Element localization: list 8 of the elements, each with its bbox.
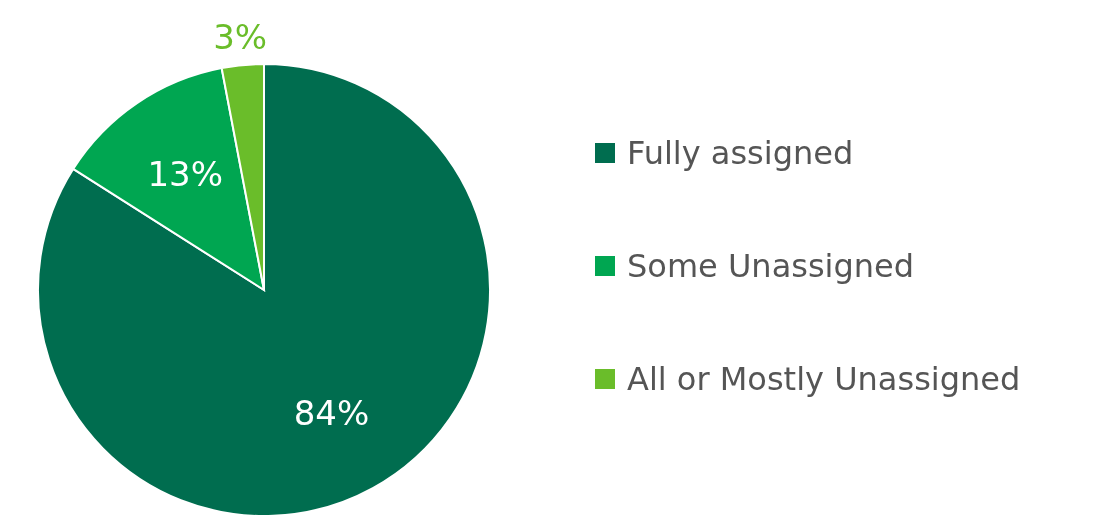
pie-slice [37, 63, 491, 517]
data-label: 84% [293, 392, 370, 433]
legend-label: Fully assigned [627, 134, 854, 172]
legend-label: All or Mostly Unassigned [627, 360, 1021, 398]
pie-slice [72, 67, 265, 291]
data-label: 3% [213, 17, 268, 58]
data-label: 13% [147, 154, 224, 195]
legend-label: Some Unassigned [627, 247, 915, 285]
